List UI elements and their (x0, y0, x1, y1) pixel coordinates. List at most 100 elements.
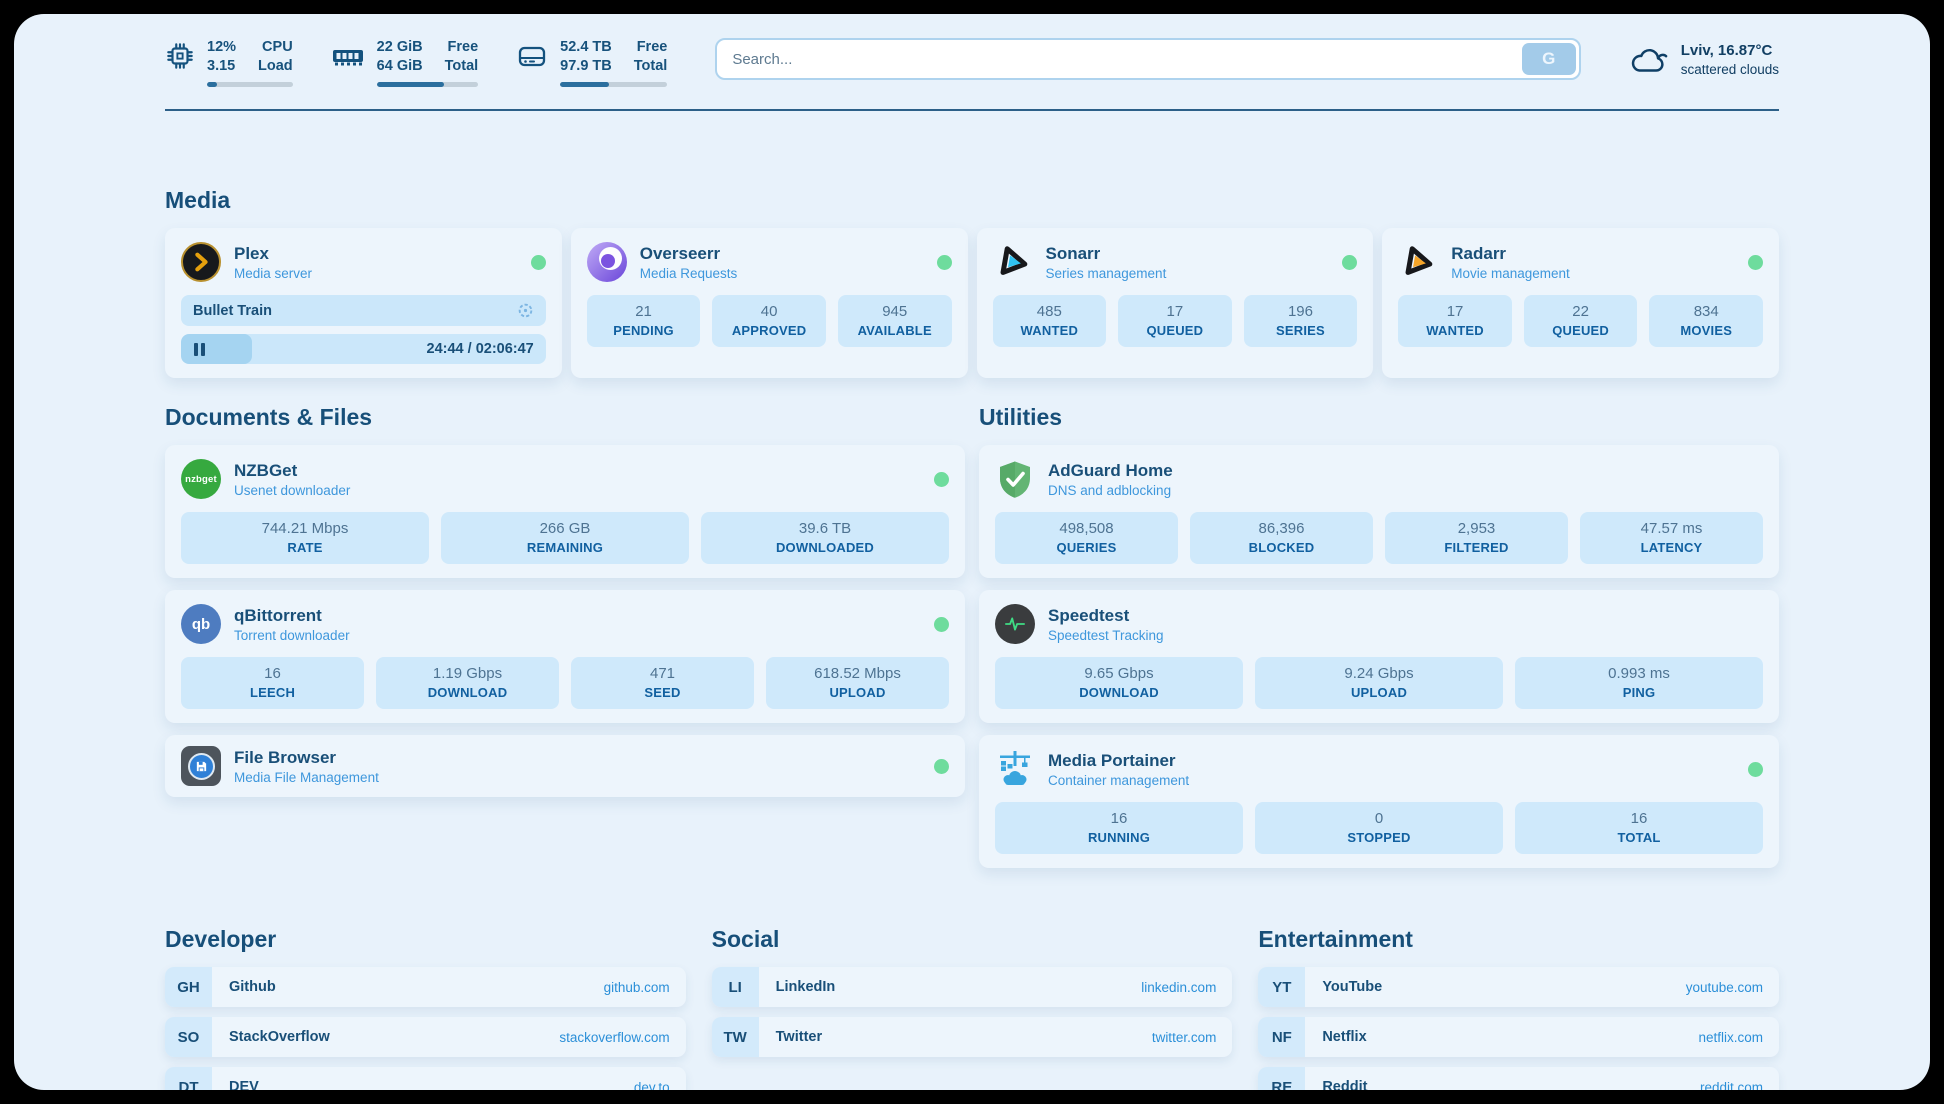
column-utilities: Utilities AdGu (979, 404, 1779, 869)
card-nzbget[interactable]: nzbget NZBGet Usenet downloader 744.21 M… (165, 445, 965, 579)
playback-progress: 24:44 / 02:06:47 (181, 334, 546, 365)
link-github[interactable]: GH Github github.com (165, 967, 686, 1008)
stat-downloaded: 39.6 TB DOWNLOADED (701, 512, 949, 565)
card-subtitle: Speedtest Tracking (1048, 627, 1164, 643)
cpu-label-1: CPU (262, 39, 293, 55)
stat-series: 196 SERIES (1243, 295, 1358, 348)
cpu-widget: 12% 3.15 CPU Load (165, 38, 293, 88)
link-dev[interactable]: DT DEV dev.to (165, 1067, 686, 1090)
card-overseerr[interactable]: Overseerr Media Requests 21 PENDING 40 A… (570, 228, 968, 379)
link-abbr: NF (1258, 1017, 1306, 1058)
status-dot-online (1748, 761, 1763, 777)
link-url: stackoverflow.com (559, 1029, 670, 1045)
column-documents: Documents & Files nzbget NZBGet Usenet d… (165, 404, 965, 868)
storage-free-value: 52.4 TB (560, 39, 612, 55)
nzbget-icon: nzbget (181, 459, 221, 500)
sonarr-icon (993, 242, 1033, 282)
section-title-social: Social (711, 926, 780, 953)
memory-free-value: 22 GiB (376, 39, 423, 55)
stat-leech: 16 LEECH (181, 657, 364, 710)
stat-approved: 40 APPROVED (712, 295, 826, 348)
link-abbr: SO (165, 1017, 212, 1058)
link-name: Reddit (1322, 1079, 1368, 1090)
stat-wanted: 17 WANTED (1398, 295, 1512, 348)
search-input[interactable] (720, 50, 1522, 68)
link-abbr: YT (1258, 967, 1306, 1008)
memory-label-2: Total (444, 58, 479, 75)
card-title: Speedtest (1048, 605, 1130, 625)
card-title: Plex (234, 243, 269, 263)
pause-icon (194, 342, 205, 356)
now-playing-title: Bullet Train (193, 302, 272, 319)
memory-progress-bar (376, 82, 479, 88)
cpu-progress-fill (207, 82, 218, 88)
status-dot-online (530, 254, 546, 270)
filebrowser-icon (181, 746, 221, 787)
storage-progress-bar (560, 82, 668, 88)
stat-latency: 47.57 ms LATENCY (1580, 512, 1763, 565)
link-url: reddit.com (1699, 1079, 1763, 1090)
stat-queries: 498,508 QUERIES (995, 512, 1178, 565)
speedtest-icon (995, 604, 1035, 645)
link-url: youtube.com (1685, 979, 1763, 995)
disk-icon (519, 46, 546, 67)
link-reddit[interactable]: RE Reddit reddit.com (1258, 1067, 1779, 1090)
link-linkedin[interactable]: LI LinkedIn linkedin.com (711, 967, 1233, 1008)
card-subtitle: Series management (1045, 265, 1167, 281)
status-dot-online (936, 254, 952, 270)
stat-available: 945 AVAILABLE (837, 295, 952, 348)
session-icon[interactable] (517, 302, 534, 319)
stat-upload: 9.24 Gbps UPLOAD (1255, 657, 1503, 710)
stat-movies: 834 MOVIES (1649, 295, 1763, 348)
card-title: File Browser (234, 747, 337, 767)
stat-download: 9.65 Gbps DOWNLOAD (995, 657, 1243, 710)
link-youtube[interactable]: YT YouTube youtube.com (1258, 967, 1779, 1008)
stat-blocked: 86,396 BLOCKED (1190, 512, 1373, 565)
card-sonarr[interactable]: Sonarr Series management 485 WANTED 17 Q… (976, 228, 1374, 379)
weather-condition: scattered clouds (1680, 62, 1779, 77)
link-abbr: TW (711, 1017, 759, 1058)
link-url: dev.to (633, 1079, 670, 1090)
link-twitter[interactable]: TW Twitter twitter.com (711, 1017, 1233, 1058)
card-subtitle: Container management (1048, 772, 1190, 788)
card-filebrowser[interactable]: File Browser Media File Management (165, 735, 965, 798)
cpu-progress-bar (207, 82, 293, 88)
link-name: StackOverflow (229, 1029, 330, 1046)
now-playing-row[interactable]: Bullet Train (181, 295, 546, 327)
storage-progress-fill (560, 82, 610, 88)
link-netflix[interactable]: NF Netflix netflix.com (1258, 1017, 1779, 1058)
storage-total-value: 97.9 TB (560, 58, 612, 75)
card-title: Overseerr (639, 243, 721, 263)
link-name: Github (229, 979, 276, 996)
status-dot-online (934, 616, 949, 632)
stat-queued: 22 QUEUED (1523, 295, 1638, 348)
link-url: netflix.com (1698, 1029, 1763, 1045)
card-subtitle: Media File Management (234, 769, 379, 785)
stat-queued: 17 QUEUED (1118, 295, 1232, 348)
stat-wanted: 485 WANTED (992, 295, 1107, 348)
link-stackoverflow[interactable]: SO StackOverflow stackoverflow.com (165, 1017, 686, 1058)
status-dot-online (1342, 254, 1358, 270)
card-subtitle: Movie management (1451, 265, 1570, 281)
card-title: Sonarr (1045, 243, 1101, 263)
search-bar[interactable]: G (715, 38, 1581, 80)
weather-widget: Lviv, 16.87°C scattered clouds (1627, 38, 1779, 80)
link-abbr: DT (165, 1067, 212, 1090)
google-search-button[interactable]: G (1521, 43, 1576, 75)
card-qbittorrent[interactable]: qb qBittorrent Torrent downloader 16 (165, 590, 965, 724)
link-url: github.com (603, 979, 670, 995)
card-adguard[interactable]: AdGuard Home DNS and adblocking 498,508 … (979, 445, 1779, 579)
memory-label-1: Free (447, 39, 479, 55)
card-plex[interactable]: Plex Media server Bullet Train 24:44 / 0… (165, 228, 562, 379)
card-portainer[interactable]: Media Portainer Container management 16 … (979, 735, 1779, 869)
stat-running: 16 RUNNING (995, 802, 1243, 855)
card-subtitle: Usenet downloader (234, 482, 351, 498)
card-speedtest[interactable]: Speedtest Speedtest Tracking 9.65 Gbps D… (979, 590, 1779, 724)
card-radarr[interactable]: Radarr Movie management 17 WANTED 22 QUE… (1382, 228, 1779, 379)
stat-pending: 21 PENDING (586, 295, 701, 348)
section-title-documents: Documents & Files (165, 404, 373, 431)
stat-total: 16 TOTAL (1515, 802, 1763, 855)
overseerr-icon (586, 242, 627, 283)
card-title: Media Portainer (1048, 750, 1176, 770)
playback-time: 24:44 / 02:06:47 (426, 341, 534, 358)
